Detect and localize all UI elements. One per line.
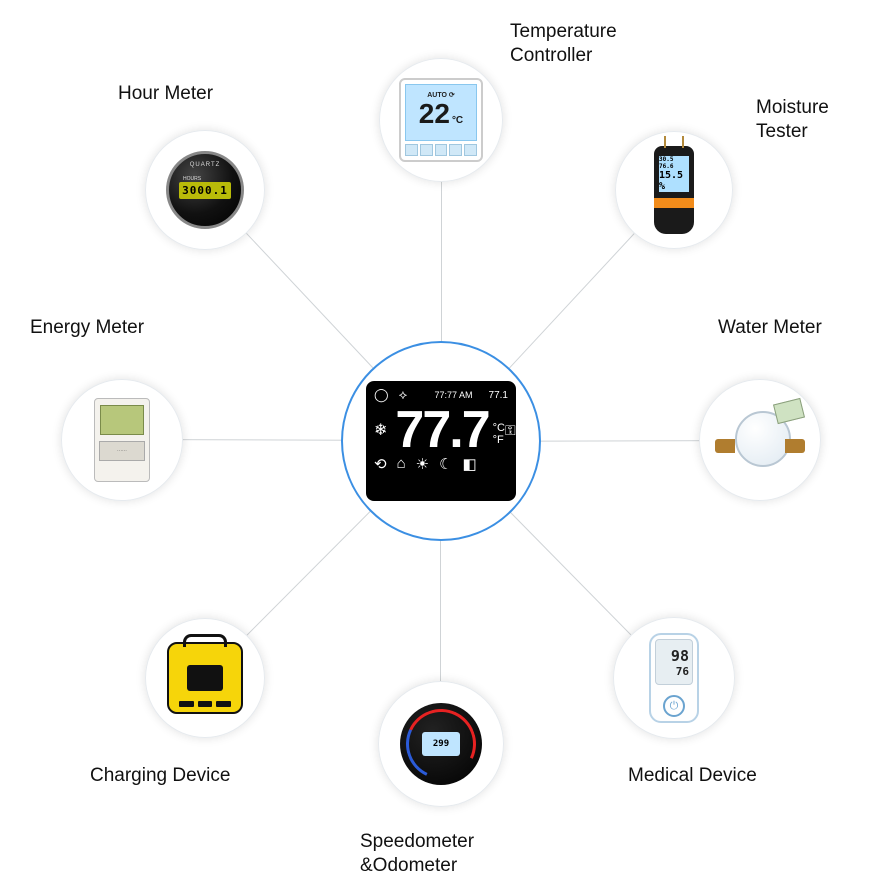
node-temperature-controller: AUTO ⟳22°C bbox=[379, 58, 503, 182]
moisture-screen: 30.5 76.615.5 % bbox=[659, 156, 689, 192]
label-energy-meter: Energy Meter bbox=[30, 316, 144, 340]
thermostat-buttons bbox=[405, 144, 477, 156]
thermostat-value: 22 bbox=[419, 98, 450, 129]
speedo-arc bbox=[396, 699, 486, 789]
center-bottom-icon-0: ⟲ bbox=[374, 455, 387, 473]
power-icon: ⏻ bbox=[663, 695, 685, 717]
node-energy-meter: ······ bbox=[61, 379, 183, 501]
node-speedometer: 299 bbox=[378, 681, 504, 807]
energy-plate: ······ bbox=[99, 441, 145, 461]
hour-value: 3000.1 bbox=[179, 182, 231, 199]
label-medical-device: Medical Device bbox=[628, 764, 757, 788]
center-lcd: ◯⟡77:77 AM77.1❄77.7°C°F⚿⟲⌂☀☾◧ bbox=[366, 381, 516, 501]
center-time: 77:77 AM bbox=[435, 390, 473, 400]
pipe-left bbox=[715, 439, 735, 453]
water-device bbox=[717, 405, 802, 475]
charger-handle bbox=[183, 634, 227, 647]
pipe-right bbox=[785, 439, 805, 453]
center-units: °C°F bbox=[493, 422, 505, 446]
moisture-line1: 30.5 76.6 bbox=[659, 156, 689, 170]
water-lcd bbox=[773, 398, 805, 424]
label-moisture-tester: Moisture Tester bbox=[756, 96, 829, 144]
node-charging-device bbox=[145, 618, 265, 738]
thermostat: AUTO ⟳22°C bbox=[399, 78, 483, 162]
moisture-tester-device: 30.5 76.615.5 % bbox=[633, 149, 716, 232]
moisture-value: 15.5 % bbox=[659, 170, 689, 192]
hour-meter-device: QUARTZ HOURS3000.1 bbox=[163, 148, 247, 232]
label-water-meter: Water Meter bbox=[718, 316, 822, 340]
charger-device bbox=[167, 642, 243, 714]
label-charging-device: Charging Device bbox=[90, 764, 230, 788]
center-bottom-icon-3: ☾ bbox=[439, 455, 452, 473]
label-temperature-controller: Temperature Controller bbox=[510, 20, 617, 68]
lock-icon: ⚿ bbox=[505, 422, 516, 439]
center-bottom-icon-4: ◧ bbox=[463, 455, 477, 473]
flame-icon: ◯ bbox=[374, 387, 389, 403]
node-water-meter bbox=[699, 379, 821, 501]
node-medical-device: 9876 ⏻ bbox=[613, 617, 735, 739]
charging-device-device bbox=[163, 636, 247, 720]
medical-device-device: 9876 ⏻ bbox=[631, 635, 716, 720]
speedometer-device: 299 bbox=[397, 700, 485, 788]
center-main-value: 77.7 bbox=[395, 407, 488, 453]
quartz-label: QUARTZ bbox=[190, 162, 221, 168]
temperature-controller-device: AUTO ⟳22°C bbox=[398, 77, 485, 164]
medical-screen: 9876 bbox=[655, 639, 693, 685]
energy-device: ······ bbox=[94, 398, 150, 482]
energy-screen bbox=[100, 405, 144, 435]
hours-label: HOURS bbox=[183, 176, 201, 182]
pr-value: 76 bbox=[676, 665, 689, 678]
center-bottom-icons: ⟲ ⌂ ☀ ☾ ◧ bbox=[374, 455, 508, 473]
spo2-value: 98 bbox=[671, 647, 689, 665]
thermostat-unit: °C bbox=[452, 115, 463, 126]
center-ring: ◯⟡77:77 AM77.1❄77.7°C°F⚿⟲⌂☀☾◧ bbox=[341, 341, 541, 541]
moisture-device: 30.5 76.615.5 % bbox=[654, 146, 694, 234]
diagram-stage: ◯⟡77:77 AM77.1❄77.7°C°F⚿⟲⌂☀☾◧QUARTZHOURS… bbox=[0, 0, 882, 882]
medical-device: 9876 ⏻ bbox=[649, 633, 699, 723]
hour-meter-gauge: QUARTZ HOURS3000.1 bbox=[166, 151, 244, 229]
node-hour-meter: QUARTZ HOURS3000.1 bbox=[145, 130, 265, 250]
label-hour-meter: Hour Meter bbox=[118, 82, 213, 106]
speedo-device: 299 bbox=[400, 703, 482, 785]
center-bottom-icon-1: ⌂ bbox=[397, 455, 406, 473]
snow-icon: ❄ bbox=[374, 420, 387, 440]
center-bottom-icon-2: ☀ bbox=[416, 455, 429, 473]
water-meter-device bbox=[717, 397, 802, 482]
center-small-temp: 77.1 bbox=[489, 390, 508, 401]
thermostat-screen: AUTO ⟳22°C bbox=[405, 84, 477, 141]
charger-ports bbox=[179, 701, 231, 707]
charger-screen bbox=[187, 665, 223, 691]
node-moisture-tester: 30.5 76.615.5 % bbox=[615, 131, 733, 249]
energy-meter-device: ······ bbox=[79, 397, 164, 482]
label-speedometer: Speedometer &Odometer bbox=[360, 830, 474, 878]
